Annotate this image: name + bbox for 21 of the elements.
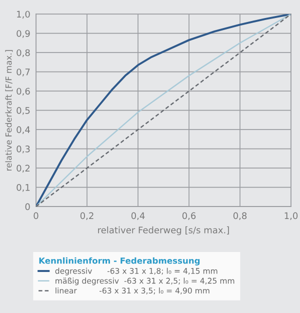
x-tick-label: 1,0 — [284, 212, 298, 220]
x-tick-label: 0,2 — [80, 212, 94, 220]
x-tick-label: 0,8 — [233, 212, 247, 220]
legend-title: Kennlinienform - Federabmessung — [39, 257, 200, 266]
y-tick-label: 0,2 — [16, 164, 30, 173]
y-tick-label: 0,8 — [16, 49, 30, 58]
x-tick-label: 0,6 — [182, 212, 196, 220]
x-tick-label: 0 — [34, 212, 38, 220]
x-axis-title: relativer Federweg [s/s max.] — [98, 226, 229, 236]
y-axis-title: relative Federkraft [F/F max.] — [5, 50, 13, 170]
y-tick-label: 0 — [25, 203, 30, 210]
y-tick-label: 0,4 — [16, 126, 30, 134]
y-tick-label: 0,9 — [16, 30, 30, 38]
y-tick-label: 0,6 — [16, 88, 30, 96]
y-tick-label: 0,7 — [16, 68, 30, 76]
x-tick-label: 0,4 — [131, 212, 145, 220]
y-tick-label: 0,5 — [16, 107, 30, 115]
y-tick-label: 0,1 — [16, 184, 30, 192]
y-tick-label: 1,0 — [17, 10, 30, 19]
line-series — [36, 14, 291, 207]
y-tick-label: 0,3 — [16, 146, 30, 154]
